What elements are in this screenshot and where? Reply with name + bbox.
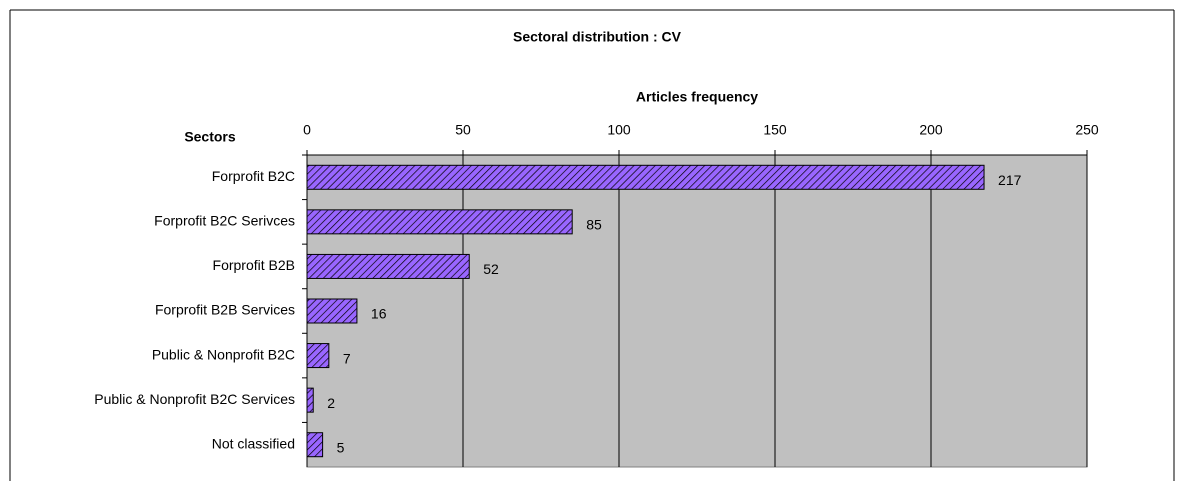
- bar: [306, 432, 324, 458]
- bar: [306, 298, 358, 324]
- y-axis-label: Sectors: [184, 129, 236, 145]
- x-tick-label: 50: [455, 122, 471, 138]
- y-tick-label: Not classified: [212, 435, 295, 451]
- y-tick-label: Forprofit B2C Serivces: [154, 213, 295, 229]
- x-tick-label: 100: [607, 122, 631, 138]
- bar: [306, 164, 985, 190]
- y-tick-label: Forprofit B2B Services: [155, 302, 295, 318]
- data-label: 7: [343, 350, 351, 366]
- data-label: 2: [327, 395, 335, 411]
- bar: [306, 253, 470, 279]
- data-label: 5: [337, 439, 345, 455]
- y-tick-label: Public & Nonprofit B2C Services: [94, 391, 295, 407]
- x-axis-label: Articles frequency: [636, 89, 758, 105]
- bar: [306, 387, 314, 413]
- bar: [306, 209, 573, 235]
- data-label: 217: [998, 172, 1022, 188]
- x-tick-label: 250: [1075, 122, 1099, 138]
- bar: [306, 343, 330, 369]
- data-label: 16: [371, 306, 387, 322]
- x-tick-label: 150: [763, 122, 787, 138]
- x-tick-label: 0: [303, 122, 311, 138]
- data-label: 85: [586, 217, 602, 233]
- y-tick-label: Public & Nonprofit B2C: [152, 346, 295, 362]
- data-label: 52: [483, 261, 499, 277]
- y-tick-label: Forprofit B2B: [213, 257, 295, 273]
- x-tick-label: 200: [919, 122, 943, 138]
- y-tick-label: Forprofit B2C: [212, 168, 295, 184]
- plot-area: [306, 154, 1088, 468]
- chart-title: Sectoral distribution : CV: [513, 29, 682, 45]
